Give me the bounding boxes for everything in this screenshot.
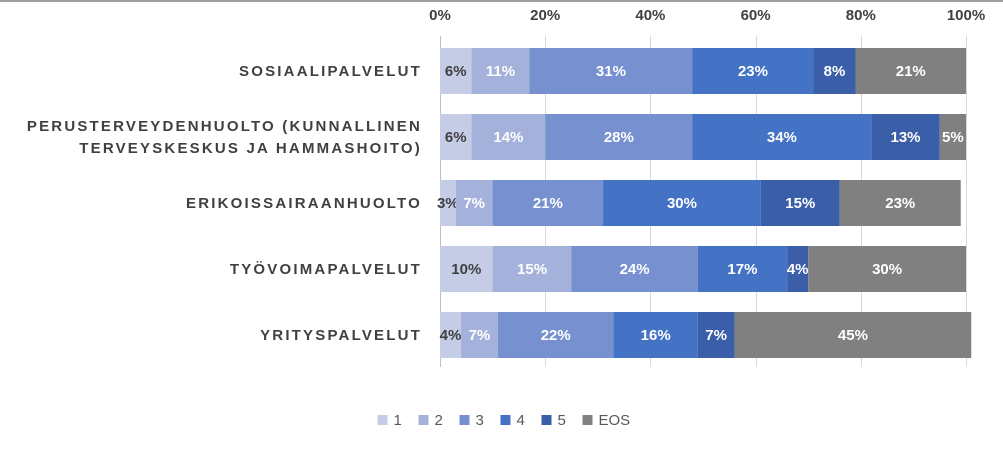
bar-segment	[760, 180, 840, 226]
category-label: YRITYSPALVELUT	[260, 327, 422, 344]
bar-segment	[734, 312, 972, 358]
data-label: 4%	[440, 327, 462, 344]
legend-swatch	[541, 415, 552, 425]
x-tick-label: 20%	[530, 7, 560, 24]
bar-segment	[471, 114, 546, 160]
data-label: 3%	[437, 195, 459, 212]
data-label: 5%	[942, 129, 964, 146]
x-tick-label: 100%	[947, 7, 985, 24]
legend-label: 5	[558, 412, 566, 429]
bar-segment	[492, 180, 604, 226]
data-label: 31%	[596, 63, 626, 80]
data-label: 45%	[838, 327, 868, 344]
legend-label: 3	[476, 412, 484, 429]
x-tick-label: 60%	[741, 7, 771, 24]
data-label: 24%	[620, 261, 650, 278]
bar-segment	[492, 246, 572, 292]
data-label: 16%	[641, 327, 671, 344]
category-label: PERUSTERVEYDENHUOLTO (KUNNALLINEN	[27, 118, 422, 135]
category-label: SOSIAALIPALVELUT	[239, 63, 422, 80]
data-label: 6%	[445, 63, 467, 80]
bar-segment	[440, 114, 472, 160]
x-tick-label: 40%	[635, 7, 665, 24]
data-label: 7%	[705, 327, 727, 344]
legend-swatch	[582, 415, 593, 425]
legend-label: 2	[435, 412, 443, 429]
data-label: 15%	[517, 261, 547, 278]
bar-segment	[871, 114, 940, 160]
bar-segment	[603, 180, 761, 226]
data-label: 28%	[604, 129, 634, 146]
bar-segment	[787, 246, 809, 292]
bar-segment	[808, 246, 966, 292]
data-label: 6%	[445, 129, 467, 146]
legend-swatch	[377, 415, 388, 425]
bar-segment	[461, 312, 498, 358]
legend-swatch	[500, 415, 511, 425]
bar-segment	[692, 48, 814, 94]
bar-segment	[529, 48, 693, 94]
bar-segment	[471, 48, 530, 94]
bar-segment	[939, 114, 966, 160]
data-label: 7%	[469, 327, 491, 344]
legend-swatch	[459, 415, 470, 425]
data-label: 34%	[767, 129, 797, 146]
data-label: 8%	[824, 63, 846, 80]
bar-segment	[855, 48, 966, 94]
bar-segment	[697, 312, 735, 358]
x-tick-label: 0%	[429, 7, 451, 24]
bar-segment	[692, 114, 872, 160]
legend-label: 1	[394, 412, 402, 429]
data-label: 23%	[885, 195, 915, 212]
bar-segment	[455, 180, 493, 226]
data-label: 30%	[667, 195, 697, 212]
data-label: 7%	[463, 195, 485, 212]
bar-segment	[813, 48, 856, 94]
bar-segment	[497, 312, 614, 358]
bar-segment	[545, 114, 693, 160]
data-label: 30%	[872, 261, 902, 278]
legend-label: EOS	[599, 412, 631, 429]
data-label: 21%	[533, 195, 563, 212]
bar-segment	[440, 48, 472, 94]
bar-segment	[440, 312, 462, 358]
data-label: 14%	[493, 129, 523, 146]
legend-swatch	[418, 415, 429, 425]
bar-segment	[440, 180, 456, 226]
data-label: 13%	[890, 129, 920, 146]
data-label: 22%	[541, 327, 571, 344]
data-label: 21%	[896, 63, 926, 80]
data-label: 15%	[785, 195, 815, 212]
data-label: 17%	[727, 261, 757, 278]
data-label: 4%	[787, 261, 809, 278]
category-label: ERIKOISSAIRAANHUOLTO	[186, 195, 422, 212]
bar-segment	[697, 246, 788, 292]
bar-segment	[613, 312, 698, 358]
category-label: TYÖVOIMAPALVELUT	[230, 261, 422, 278]
legend-label: 4	[517, 412, 525, 429]
bar-segment	[839, 180, 961, 226]
data-label: 10%	[451, 261, 481, 278]
data-label: 23%	[738, 63, 768, 80]
category-label: TERVEYSKESKUS JA HAMMASHOITO)	[79, 140, 422, 157]
bar-segment	[571, 246, 698, 292]
bar-segment	[440, 246, 493, 292]
data-label: 11%	[486, 63, 515, 80]
x-tick-label: 80%	[846, 7, 876, 24]
